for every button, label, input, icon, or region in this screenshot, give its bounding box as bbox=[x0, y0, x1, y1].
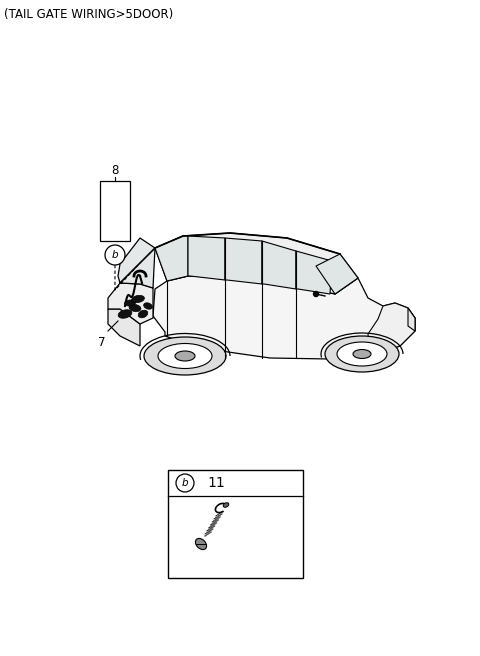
Ellipse shape bbox=[118, 310, 132, 318]
Polygon shape bbox=[153, 276, 415, 359]
Ellipse shape bbox=[124, 300, 135, 306]
Ellipse shape bbox=[325, 336, 399, 372]
Text: 8: 8 bbox=[111, 164, 119, 177]
Ellipse shape bbox=[144, 337, 226, 375]
Text: b: b bbox=[112, 250, 118, 260]
Ellipse shape bbox=[138, 310, 148, 318]
Text: 7: 7 bbox=[98, 336, 106, 349]
Text: 11: 11 bbox=[207, 476, 225, 490]
Polygon shape bbox=[262, 241, 296, 289]
Bar bbox=[168, 470, 303, 578]
Circle shape bbox=[313, 291, 319, 297]
Polygon shape bbox=[316, 254, 358, 294]
Ellipse shape bbox=[158, 344, 212, 369]
Polygon shape bbox=[408, 308, 415, 331]
Ellipse shape bbox=[144, 303, 152, 309]
Polygon shape bbox=[155, 236, 188, 281]
Polygon shape bbox=[368, 303, 415, 356]
Bar bbox=[100, 181, 130, 241]
Ellipse shape bbox=[175, 351, 195, 361]
Circle shape bbox=[105, 245, 125, 265]
Ellipse shape bbox=[129, 304, 141, 312]
Polygon shape bbox=[225, 238, 262, 284]
Ellipse shape bbox=[195, 539, 206, 550]
Ellipse shape bbox=[337, 342, 387, 366]
Circle shape bbox=[176, 474, 194, 492]
Text: b: b bbox=[182, 478, 188, 488]
Polygon shape bbox=[155, 233, 358, 294]
Ellipse shape bbox=[132, 295, 144, 302]
Polygon shape bbox=[188, 236, 225, 280]
Text: (TAIL GATE WIRING>5DOOR): (TAIL GATE WIRING>5DOOR) bbox=[4, 8, 173, 21]
Ellipse shape bbox=[353, 350, 371, 358]
Polygon shape bbox=[108, 309, 140, 346]
Ellipse shape bbox=[223, 502, 229, 507]
Polygon shape bbox=[118, 238, 155, 288]
Polygon shape bbox=[296, 251, 332, 294]
Polygon shape bbox=[108, 283, 153, 324]
